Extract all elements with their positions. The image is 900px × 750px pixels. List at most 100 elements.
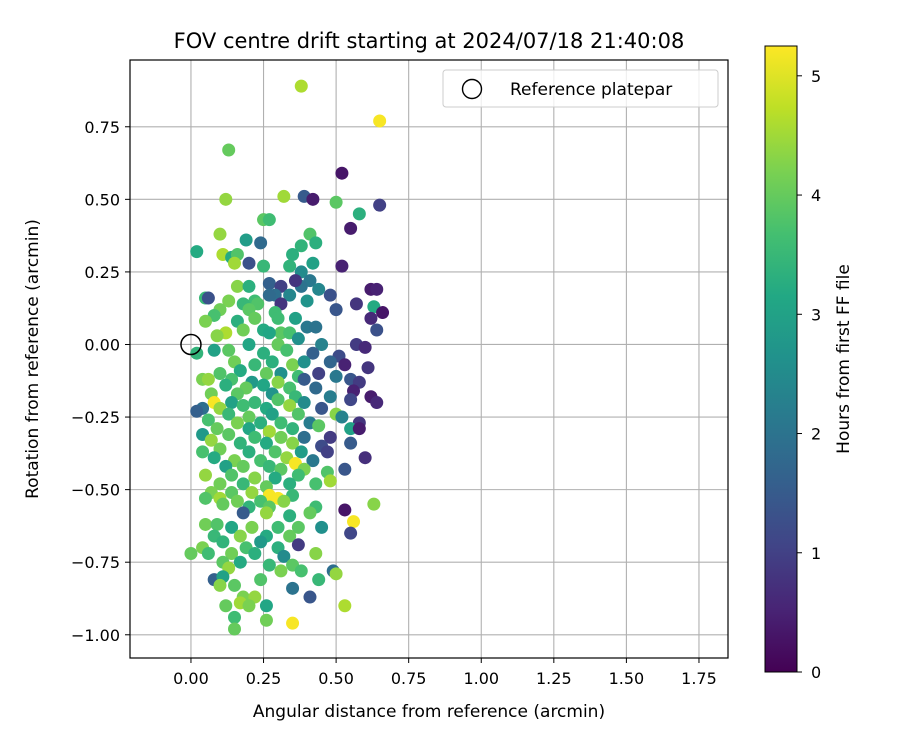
scatter-point	[315, 337, 329, 351]
scatter-point	[230, 494, 244, 508]
scatter-point	[245, 486, 259, 500]
scatter-point	[283, 529, 297, 543]
scatter-point	[248, 358, 262, 372]
colorbar-tick-label: 5	[811, 67, 821, 86]
scatter-point	[294, 564, 308, 578]
scatter-point	[268, 471, 282, 485]
scatter-point	[376, 306, 390, 320]
plot-frame	[129, 59, 729, 659]
scatter-point	[312, 282, 326, 296]
legend-entry-reference: Reference platepar	[510, 80, 672, 100]
y-tick-label: −0.25	[71, 408, 120, 427]
scatter-point	[236, 506, 250, 520]
scatter-point	[364, 311, 378, 325]
scatter-point	[323, 288, 337, 302]
scatter-point	[201, 372, 215, 386]
scatter-point	[309, 477, 323, 491]
plot-area	[130, 60, 728, 658]
scatter-point	[222, 407, 236, 421]
x-tick-label: 0.75	[391, 669, 427, 688]
scatter-point	[213, 477, 227, 491]
scatter-point	[225, 546, 239, 560]
scatter-point	[323, 430, 337, 444]
scatter-point	[248, 396, 262, 410]
scatter-point	[198, 468, 212, 482]
scatter-point	[233, 529, 247, 543]
y-tick-label: −0.75	[71, 553, 120, 572]
scatter-point	[228, 610, 242, 624]
scatter-point	[323, 474, 337, 488]
scatter-point	[370, 396, 384, 410]
scatter-point	[277, 549, 291, 563]
scatter-point	[338, 503, 352, 517]
scatter-point	[335, 259, 349, 273]
scatter-point	[274, 564, 288, 578]
scatter-point	[329, 567, 343, 581]
scatter-point	[303, 506, 317, 520]
scatter-point	[303, 590, 317, 604]
scatter-point	[213, 578, 227, 592]
scatter-point	[306, 256, 320, 270]
scatter-point	[262, 288, 276, 302]
scatter-point	[230, 279, 244, 293]
colorbar-frame	[764, 45, 798, 673]
x-tick-label: 1.75	[681, 669, 717, 688]
scatter-point	[309, 320, 323, 334]
scatter-point	[274, 416, 288, 430]
scatter-point	[207, 343, 221, 357]
scatter-point	[344, 393, 358, 407]
scatter-point	[236, 323, 250, 337]
colorbar-tick-label: 0	[811, 663, 821, 682]
scatter-point	[352, 422, 366, 436]
scatter-point	[242, 279, 256, 293]
scatter-point	[248, 546, 262, 560]
scatter-point	[230, 416, 244, 430]
scatter-point	[254, 535, 268, 549]
scatter-point	[297, 396, 311, 410]
scatter-point	[225, 468, 239, 482]
grid	[130, 60, 728, 658]
x-tick-label: 0.25	[246, 669, 282, 688]
scatter-point	[198, 491, 212, 505]
scatter-point	[201, 291, 215, 305]
colorbar-tick-label: 4	[811, 186, 821, 205]
scatter-point	[196, 445, 210, 459]
scatter-point	[210, 422, 224, 436]
chart-title: FOV centre drift starting at 2024/07/18 …	[174, 29, 685, 53]
scatter-point	[306, 346, 320, 360]
scatter-point	[262, 459, 276, 473]
scatter-point	[262, 213, 276, 227]
scatter-point	[288, 274, 302, 288]
scatter-point	[323, 355, 337, 369]
scatter-point	[291, 520, 305, 534]
scatter-point	[277, 494, 291, 508]
scatter-point	[204, 433, 218, 447]
scatter-point	[262, 558, 276, 572]
y-tick-label: −0.50	[71, 481, 120, 500]
scatter-point	[286, 422, 300, 436]
colorbar: 0 1 2 3 4 5 Hours from first FF file	[764, 45, 854, 682]
scatter-point	[248, 311, 262, 325]
scatter-point	[201, 546, 215, 560]
scatter-point	[254, 573, 268, 587]
scatter-point	[312, 367, 326, 381]
scatter-point	[242, 445, 256, 459]
x-axis: 0.00 0.25 0.50 0.75 1.00 1.25 1.50 1.75	[173, 658, 717, 688]
scatter-point	[291, 332, 305, 346]
scatter-point	[352, 207, 366, 221]
scatter-point	[271, 311, 285, 325]
scatter-point	[283, 259, 297, 273]
scatter-point	[291, 407, 305, 421]
scatter-point	[184, 546, 198, 560]
scatter-point	[233, 436, 247, 450]
scatter-point	[236, 398, 250, 412]
scatter-point	[297, 355, 311, 369]
scatter-point	[274, 430, 288, 444]
scatter-point	[294, 445, 308, 459]
scatter-point	[248, 430, 262, 444]
scatter-point	[216, 535, 230, 549]
scatter-point	[222, 427, 236, 441]
scatter-point	[233, 364, 247, 378]
scatter-point	[370, 282, 384, 296]
